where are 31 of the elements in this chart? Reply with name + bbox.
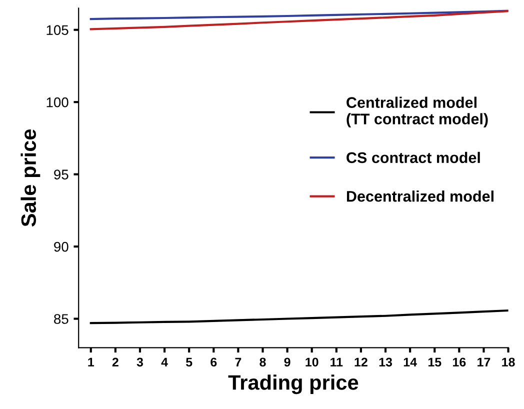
x-tick-label: 4 xyxy=(161,358,168,366)
line-series xyxy=(90,10,508,20)
y-tick-label: 85 xyxy=(54,314,68,324)
x-tick-label: 18 xyxy=(502,358,515,367)
legend-label: Centralized model (TT contract model) xyxy=(346,96,488,128)
line-series xyxy=(90,309,508,324)
x-tick-label: 13 xyxy=(379,358,392,367)
x-tick-label: 10 xyxy=(306,358,318,367)
x-tick-label: 7 xyxy=(235,358,242,366)
y-tick-label: 105 xyxy=(46,25,68,36)
x-tick-label: 12 xyxy=(354,358,368,366)
y-tick-label: 95 xyxy=(54,170,68,180)
x-tick-label: 11 xyxy=(330,358,343,366)
x-tick-label: 17 xyxy=(478,358,490,366)
x-tick-label: 6 xyxy=(210,358,217,367)
x-tick-label: 1 xyxy=(88,358,94,366)
x-tick-label: 2 xyxy=(112,358,118,366)
y-tick-label: 100 xyxy=(46,97,68,108)
line-series xyxy=(90,10,508,30)
x-tick-label: 3 xyxy=(136,358,144,367)
x-tick-label: 8 xyxy=(260,358,266,367)
x-tick-label: 15 xyxy=(428,358,442,367)
x-tick-label: 14 xyxy=(404,358,417,366)
x-tick-label: 5 xyxy=(186,358,192,367)
x-tick-label: 16 xyxy=(453,358,466,367)
x-tick-label: 9 xyxy=(284,358,290,367)
legend-label: Decentralized model xyxy=(346,190,494,202)
y-axis-title: Sale price xyxy=(20,129,40,227)
y-tick-label: 90 xyxy=(54,242,68,252)
legend-label: CS contract model xyxy=(346,152,480,164)
x-axis-title: Trading price xyxy=(228,374,358,394)
